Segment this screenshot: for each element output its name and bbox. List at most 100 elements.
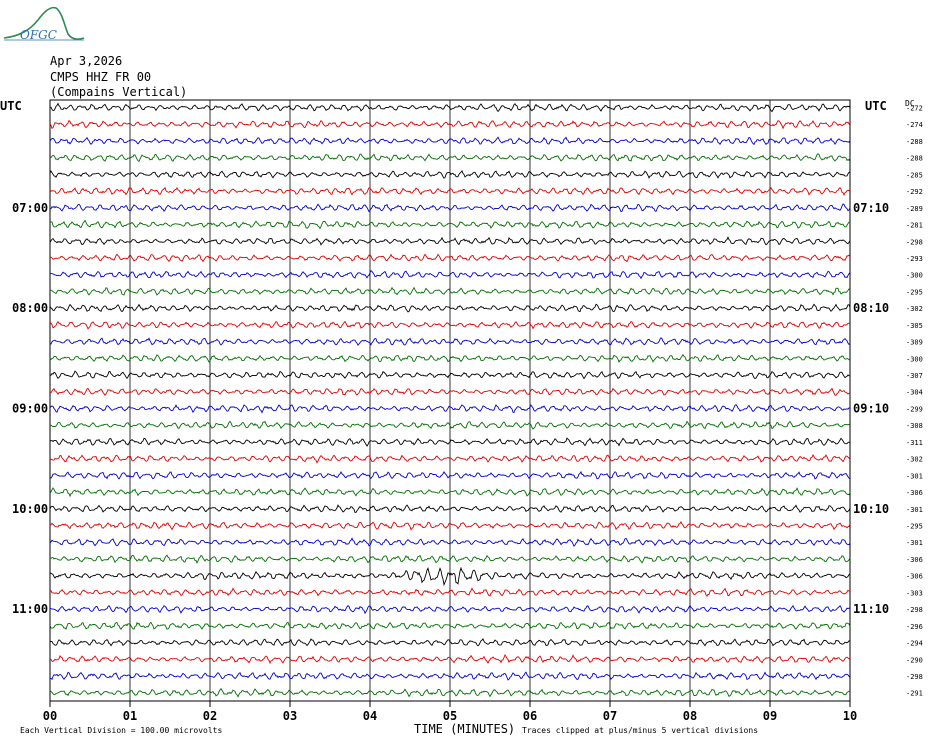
trace-line xyxy=(49,169,851,179)
dc-offset-label: -289 xyxy=(906,205,923,213)
left-hour-label: 09:00 xyxy=(12,401,48,415)
footer-clip-note: Traces clipped at plus/minus 5 vertical … xyxy=(522,726,758,735)
dc-offset-label: -306 xyxy=(906,489,923,497)
x-tick-label: 09 xyxy=(763,709,777,723)
dc-offset-label: -302 xyxy=(906,456,923,464)
trace-line xyxy=(49,566,851,587)
trace-line xyxy=(49,520,851,531)
dc-offset-label: -301 xyxy=(906,506,923,514)
dc-offset-label: -272 xyxy=(906,105,923,113)
right-hour-label: 07:10 xyxy=(853,201,889,215)
x-tick-label: 05 xyxy=(443,709,457,723)
dc-offset-label: -281 xyxy=(906,222,923,230)
trace-line xyxy=(50,671,851,681)
trace-line xyxy=(49,404,851,414)
dc-offset-label: -295 xyxy=(906,288,923,296)
dc-label: DC xyxy=(905,99,915,108)
dc-offset-label: -298 xyxy=(906,673,923,681)
trace-line xyxy=(49,504,851,513)
trace-line xyxy=(49,587,851,598)
right-hour-label: 09:10 xyxy=(853,401,889,415)
dc-offset-label: -301 xyxy=(906,472,923,480)
trace-line xyxy=(49,303,851,313)
dc-offset-label: -274 xyxy=(906,121,923,129)
left-hour-label: 08:00 xyxy=(12,301,48,315)
dc-offset-label: -298 xyxy=(906,606,923,614)
logo-text: OFGC xyxy=(20,28,57,42)
dc-offset-label: -285 xyxy=(906,171,923,179)
trace-line xyxy=(49,537,851,547)
ofgc-logo: OFGC xyxy=(3,6,85,42)
header-date: Apr 3,2026 xyxy=(50,54,122,68)
footer-scale-note: Each Vertical Division = 100.00 microvol… xyxy=(20,726,222,735)
dc-offset-label: -300 xyxy=(906,355,923,363)
dc-offset-label: -298 xyxy=(906,238,923,246)
dc-offset-label: -288 xyxy=(906,155,923,163)
trace-line xyxy=(49,621,851,630)
x-tick-label: 04 xyxy=(363,709,377,723)
x-tick-label: 06 xyxy=(523,709,537,723)
dc-offset-label: -311 xyxy=(906,439,923,447)
header-station: CMPS HHZ FR 00 xyxy=(50,70,151,84)
trace-line xyxy=(49,604,851,615)
x-axis-title: TIME (MINUTES) xyxy=(414,722,515,736)
dc-offset-label: -306 xyxy=(906,573,923,581)
trace-line xyxy=(49,638,851,647)
trace-line xyxy=(50,270,851,280)
dc-offset-label: -303 xyxy=(906,589,923,597)
x-tick-label: 03 xyxy=(283,709,297,723)
trace-line xyxy=(49,136,851,146)
right-timezone-label: UTC xyxy=(865,99,887,113)
trace-line xyxy=(49,654,851,665)
dc-offset-label: -301 xyxy=(906,539,923,547)
dc-offset-label: -291 xyxy=(906,690,923,698)
x-tick-label: 10 xyxy=(843,709,857,723)
trace-line xyxy=(49,370,851,380)
trace-line xyxy=(49,387,851,396)
dc-offset-label: -304 xyxy=(906,389,923,397)
trace-line xyxy=(49,420,851,430)
x-tick-label: 07 xyxy=(603,709,617,723)
header-location: (Compains Vertical) xyxy=(50,85,187,99)
dc-offset-label: -308 xyxy=(906,422,923,430)
trace-line xyxy=(49,253,851,263)
dc-offset-label: -307 xyxy=(906,372,923,380)
right-hour-label: 08:10 xyxy=(853,301,889,315)
left-timezone-label: UTC xyxy=(0,99,22,113)
trace-line xyxy=(49,320,851,330)
trace-group: -272 -274 -288 -288 -285 -292 -289 -281 -298 -293… xyxy=(49,102,923,698)
x-tick-label: 00 xyxy=(43,709,57,723)
right-hour-label: 10:10 xyxy=(853,502,889,516)
dc-offset-label: -295 xyxy=(906,523,923,531)
trace-line xyxy=(49,337,851,346)
trace-line xyxy=(49,454,851,464)
dc-offset-label: -305 xyxy=(906,322,923,330)
left-hour-label: 07:00 xyxy=(12,201,48,215)
x-tick-label: 02 xyxy=(203,709,217,723)
trace-line xyxy=(49,286,851,296)
dc-offset-label: -306 xyxy=(906,556,923,564)
trace-line xyxy=(49,437,851,447)
dc-offset-label: -302 xyxy=(906,305,923,313)
trace-line xyxy=(49,153,851,163)
trace-line xyxy=(49,687,851,698)
trace-line xyxy=(49,487,851,498)
x-tick-label: 08 xyxy=(683,709,697,723)
axis-labels: 07:00 08:00 09:00 10:00 11:00 07:10 08:10 09:10… xyxy=(12,201,889,723)
trace-line xyxy=(49,470,851,480)
dc-offset-label: -296 xyxy=(906,623,923,631)
plot-grid xyxy=(49,99,851,702)
left-hour-label: 11:00 xyxy=(12,602,48,616)
trace-line xyxy=(49,203,851,213)
dc-offset-label: -292 xyxy=(906,188,923,196)
trace-line xyxy=(49,353,851,364)
trace-line xyxy=(49,236,851,246)
dc-offset-label: -290 xyxy=(906,656,923,664)
dc-offset-label: -288 xyxy=(906,138,923,146)
dc-offset-label: -293 xyxy=(906,255,923,263)
trace-line xyxy=(49,554,851,564)
dc-offset-label: -300 xyxy=(906,272,923,280)
trace-line xyxy=(49,186,851,197)
trace-line xyxy=(49,102,851,113)
